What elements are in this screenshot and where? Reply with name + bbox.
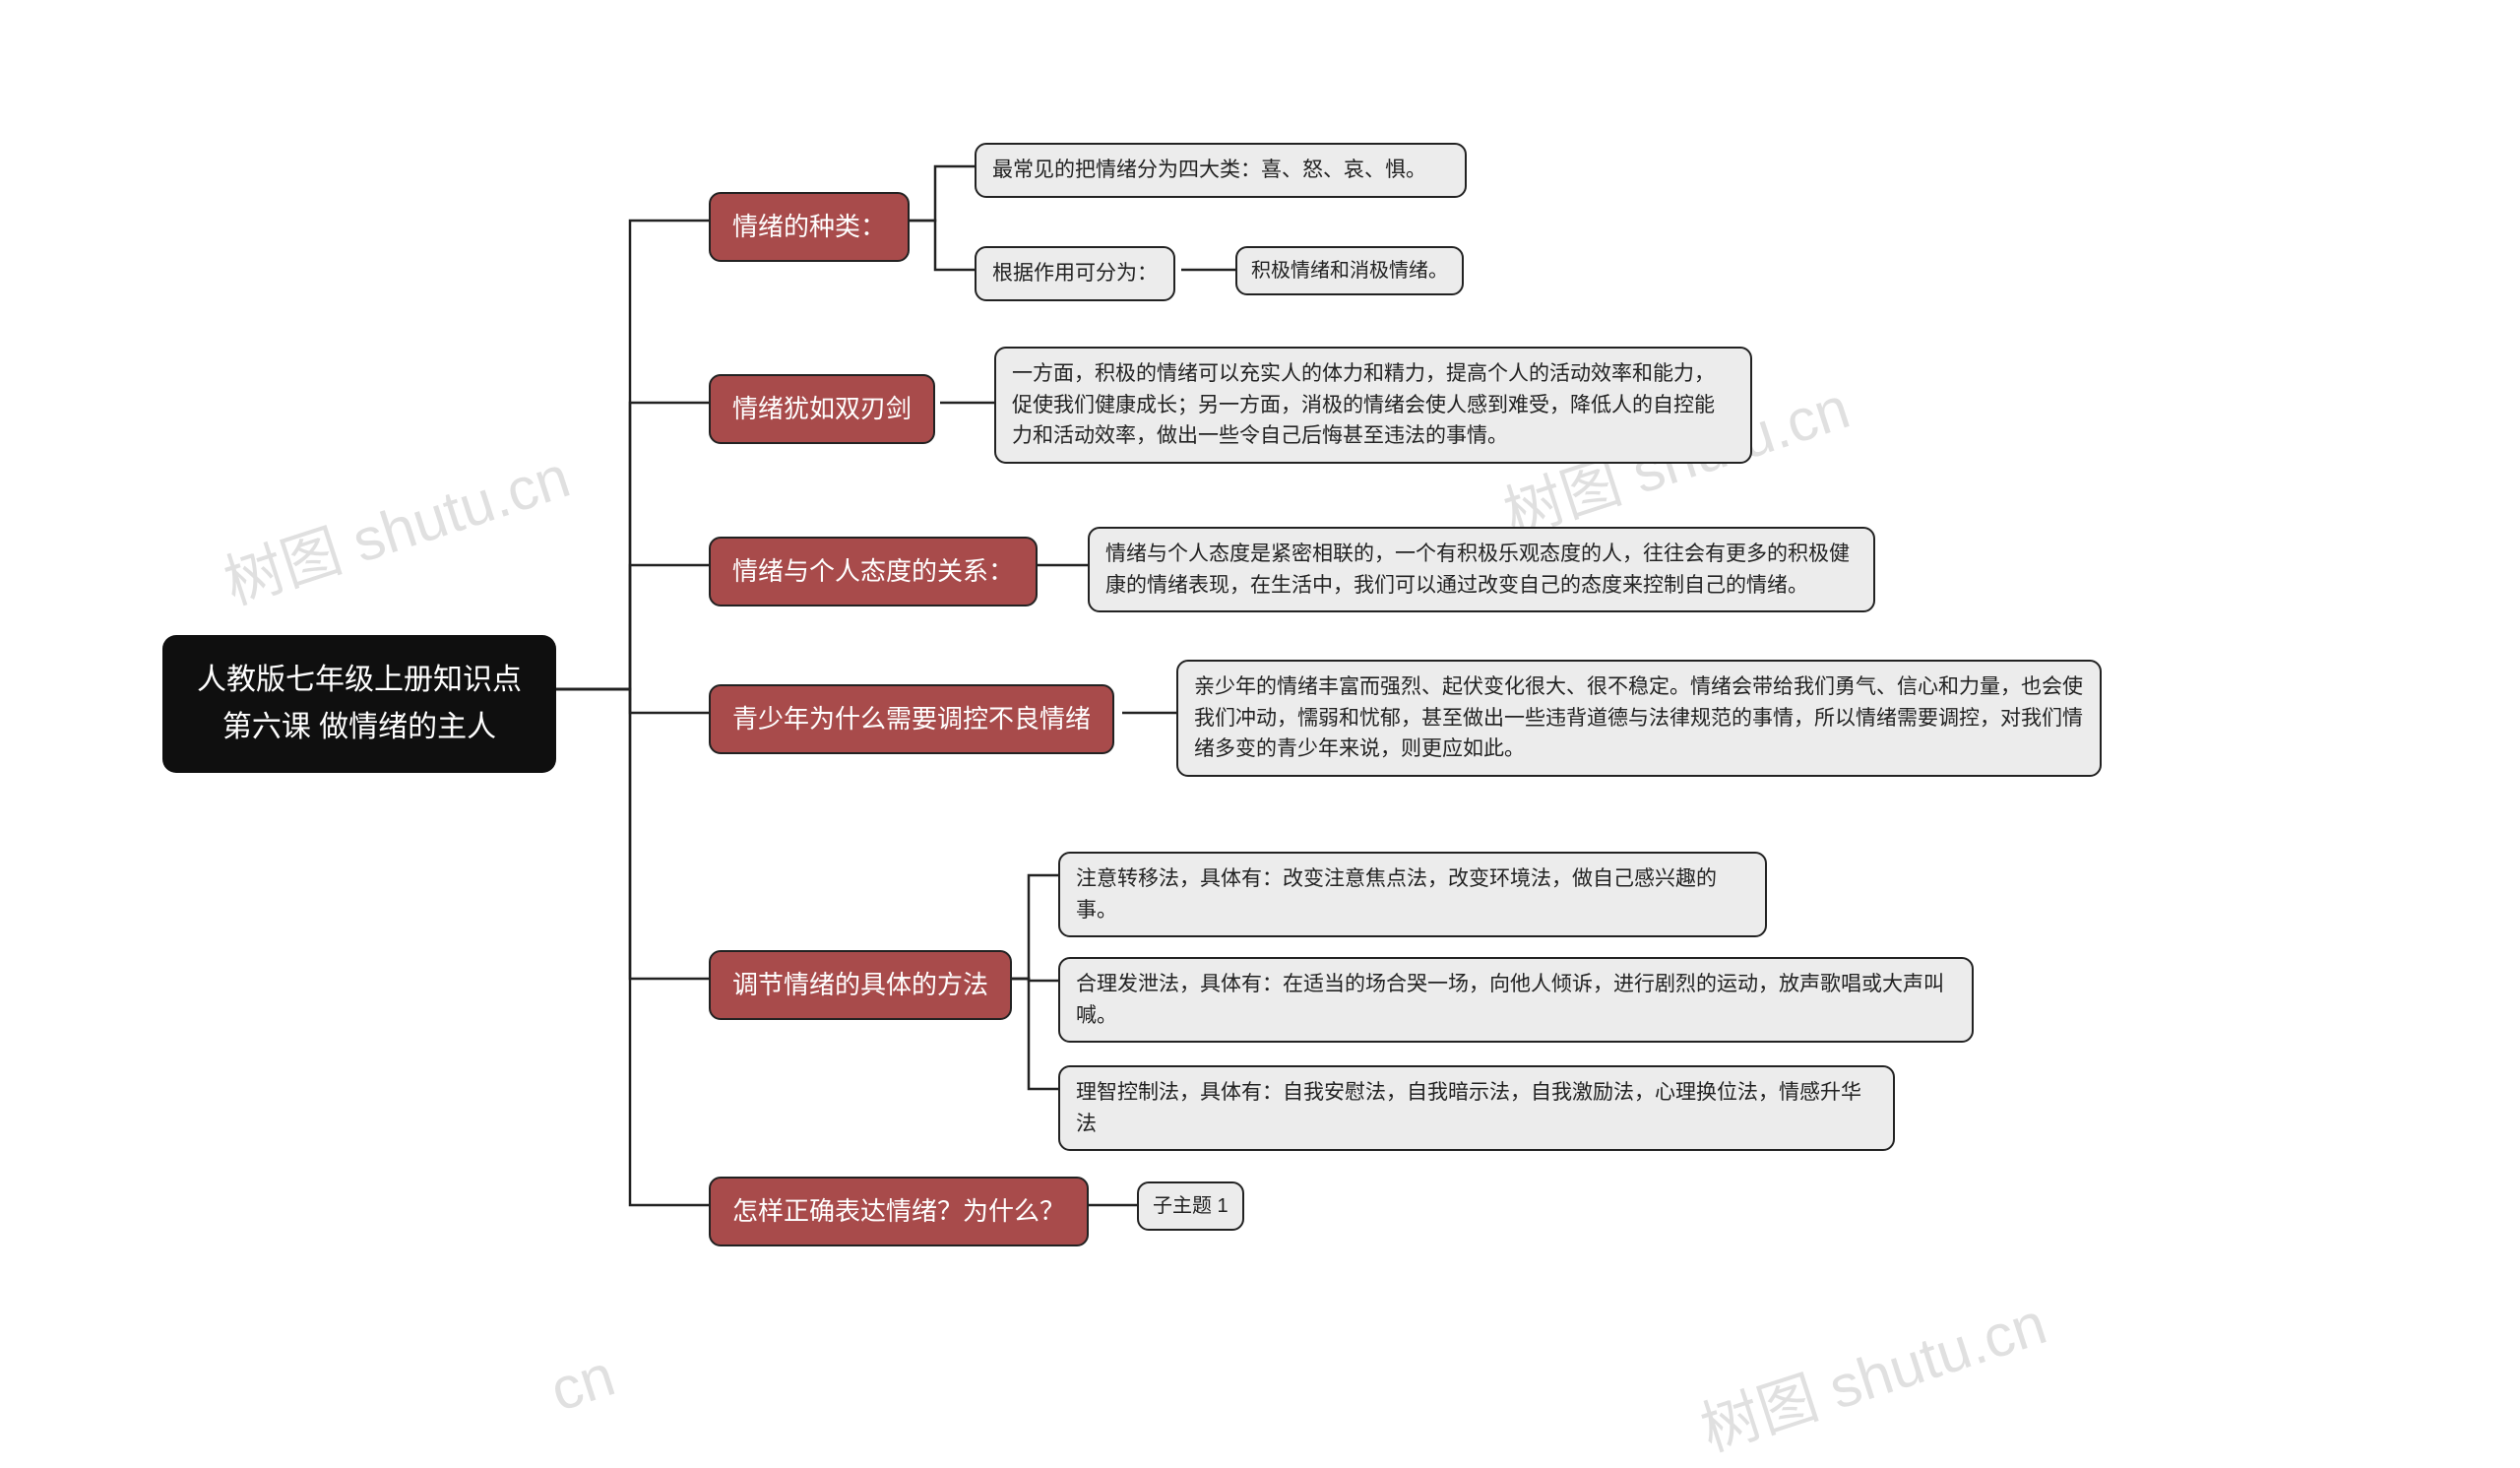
branch-attitude-relation[interactable]: 情绪与个人态度的关系： <box>709 537 1038 606</box>
branch-label: 怎样正确表达情绪？为什么？ <box>732 1196 1065 1226</box>
root-line1: 人教版七年级上册知识点 <box>190 657 529 704</box>
leaf-method-transfer[interactable]: 注意转移法，具体有：改变注意焦点法，改变环境法，做自己感兴趣的事。 <box>1058 852 1767 937</box>
branch-methods[interactable]: 调节情绪的具体的方法 <box>709 950 1012 1020</box>
leaf-text: 一方面，积极的情绪可以充实人的体力和精力，提高个人的活动效率和能力，促使我们健康… <box>1012 362 1715 447</box>
leaf-text: 积极情绪和消极情绪。 <box>1251 260 1448 282</box>
leaf-text: 合理发泄法，具体有：在适当的场合哭一场，向他人倾诉，进行剧烈的运动，放声歌唱或大… <box>1076 973 1944 1027</box>
leaf-four-types[interactable]: 最常见的把情绪分为四大类：喜、怒、哀、惧。 <box>975 143 1467 198</box>
branch-label: 青少年为什么需要调控不良情绪 <box>732 704 1091 734</box>
root-line2: 第六课 做情绪的主人 <box>190 704 529 751</box>
branch-label: 调节情绪的具体的方法 <box>732 970 988 999</box>
leaf-double-edged-detail[interactable]: 一方面，积极的情绪可以充实人的体力和精力，提高个人的活动效率和能力，促使我们健康… <box>994 347 1752 464</box>
branch-double-edged[interactable]: 情绪犹如双刃剑 <box>709 374 935 444</box>
leaf-why-regulate-detail[interactable]: 亲少年的情绪丰富而强烈、起伏变化很大、很不稳定。情绪会带给我们勇气、信心和力量，… <box>1176 660 2102 777</box>
leaf-text: 理智控制法，具体有：自我安慰法，自我暗示法，自我激励法，心理换位法，情感升华法 <box>1076 1081 1861 1135</box>
leaf-text: 亲少年的情绪丰富而强烈、起伏变化很大、很不稳定。情绪会带给我们勇气、信心和力量，… <box>1194 675 2083 760</box>
watermark: cn <box>542 1341 623 1425</box>
leaf-by-effect[interactable]: 根据作用可分为： <box>975 246 1175 301</box>
watermark: 树图 shutu.cn <box>1688 1276 2055 1468</box>
leaf-text: 注意转移法，具体有：改变注意焦点法，改变环境法，做自己感兴趣的事。 <box>1076 867 1717 922</box>
leaf-attitude-detail[interactable]: 情绪与个人态度是紧密相联的，一个有积极乐观态度的人，往往会有更多的积极健康的情绪… <box>1088 527 1875 612</box>
leaf-method-vent[interactable]: 合理发泄法，具体有：在适当的场合哭一场，向他人倾诉，进行剧烈的运动，放声歌唱或大… <box>1058 957 1974 1043</box>
root-node[interactable]: 人教版七年级上册知识点 第六课 做情绪的主人 <box>162 635 556 773</box>
leaf-text: 最常见的把情绪分为四大类：喜、怒、哀、惧。 <box>992 159 1426 181</box>
leaf-text: 根据作用可分为： <box>992 262 1158 285</box>
leaf-text: 情绪与个人态度是紧密相联的，一个有积极乐观态度的人，往往会有更多的积极健康的情绪… <box>1105 543 1850 597</box>
mindmap-canvas: 树图 shutu.cn 树图 shutu.cn 树图 shutu.cn cn 人… <box>0 0 2520 1397</box>
branch-label: 情绪的种类： <box>732 212 886 241</box>
branch-why-regulate[interactable]: 青少年为什么需要调控不良情绪 <box>709 684 1114 754</box>
leaf-positive-negative[interactable]: 积极情绪和消极情绪。 <box>1235 246 1464 295</box>
leaf-subtopic-1[interactable]: 子主题 1 <box>1137 1181 1244 1231</box>
leaf-method-rational[interactable]: 理智控制法，具体有：自我安慰法，自我暗示法，自我激励法，心理换位法，情感升华法 <box>1058 1065 1895 1151</box>
branch-label: 情绪与个人态度的关系： <box>732 556 1014 586</box>
leaf-text: 子主题 1 <box>1153 1195 1228 1217</box>
branch-how-express[interactable]: 怎样正确表达情绪？为什么？ <box>709 1177 1089 1246</box>
branch-emotion-types[interactable]: 情绪的种类： <box>709 192 910 262</box>
branch-label: 情绪犹如双刃剑 <box>732 394 912 423</box>
watermark: 树图 shutu.cn <box>212 429 579 621</box>
